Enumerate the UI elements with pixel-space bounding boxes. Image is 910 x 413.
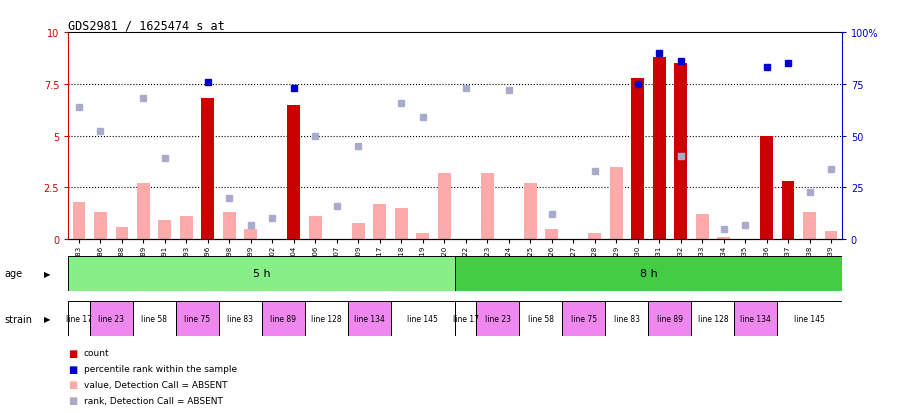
Bar xyxy=(734,301,777,337)
Bar xyxy=(524,184,537,240)
Bar xyxy=(455,256,842,291)
Bar xyxy=(68,301,90,337)
Text: line 89: line 89 xyxy=(270,315,296,323)
Bar xyxy=(480,173,493,240)
Text: line 75: line 75 xyxy=(571,315,597,323)
Bar xyxy=(133,301,176,337)
Bar xyxy=(90,301,133,337)
Text: ■: ■ xyxy=(68,364,77,374)
Bar xyxy=(545,229,558,240)
Text: line 128: line 128 xyxy=(698,315,728,323)
Bar xyxy=(520,301,562,337)
Bar xyxy=(262,301,305,337)
Bar xyxy=(395,209,408,240)
Bar xyxy=(824,231,837,240)
Bar xyxy=(588,233,602,240)
Text: line 83: line 83 xyxy=(614,315,640,323)
Text: ■: ■ xyxy=(68,348,77,358)
Bar xyxy=(223,213,236,240)
Text: line 23: line 23 xyxy=(98,315,125,323)
Text: percentile rank within the sample: percentile rank within the sample xyxy=(84,364,237,373)
Text: line 145: line 145 xyxy=(408,315,439,323)
Bar xyxy=(605,301,648,337)
Bar xyxy=(352,223,365,240)
Text: line 23: line 23 xyxy=(485,315,511,323)
Bar xyxy=(760,136,773,240)
Bar xyxy=(116,227,128,240)
Text: line 17: line 17 xyxy=(453,315,479,323)
Text: line 145: line 145 xyxy=(794,315,825,323)
Text: line 134: line 134 xyxy=(354,315,385,323)
Bar xyxy=(73,202,86,240)
Bar xyxy=(176,301,218,337)
Bar xyxy=(803,213,816,240)
Text: 8 h: 8 h xyxy=(640,268,657,279)
Text: line 58: line 58 xyxy=(528,315,554,323)
Bar xyxy=(695,215,709,240)
Bar xyxy=(94,213,107,240)
Text: rank, Detection Call = ABSENT: rank, Detection Call = ABSENT xyxy=(84,396,223,405)
Bar xyxy=(692,301,734,337)
Text: GDS2981 / 1625474_s_at: GDS2981 / 1625474_s_at xyxy=(68,19,225,32)
Bar xyxy=(390,301,455,337)
Text: age: age xyxy=(5,269,23,279)
Bar xyxy=(416,233,430,240)
Bar xyxy=(68,256,455,291)
Text: line 17: line 17 xyxy=(66,315,92,323)
Text: line 58: line 58 xyxy=(141,315,167,323)
Bar xyxy=(562,301,605,337)
Bar xyxy=(305,301,348,337)
Bar xyxy=(218,301,262,337)
Text: ▶: ▶ xyxy=(44,269,51,278)
Bar xyxy=(373,204,386,240)
Bar xyxy=(308,217,322,240)
Bar xyxy=(777,301,842,337)
Bar xyxy=(648,301,692,337)
Bar xyxy=(652,58,665,240)
Bar xyxy=(288,105,300,240)
Text: ■: ■ xyxy=(68,380,77,389)
Text: strain: strain xyxy=(5,314,33,324)
Bar xyxy=(348,301,390,337)
Bar xyxy=(610,167,622,240)
Bar xyxy=(245,229,258,240)
Text: line 75: line 75 xyxy=(184,315,210,323)
Text: 5 h: 5 h xyxy=(253,268,270,279)
Bar xyxy=(137,184,150,240)
Bar xyxy=(180,217,193,240)
Text: ▶: ▶ xyxy=(44,314,51,323)
Bar xyxy=(782,182,794,240)
Text: line 134: line 134 xyxy=(741,315,772,323)
Text: ■: ■ xyxy=(68,395,77,405)
Bar xyxy=(632,78,644,240)
Text: line 128: line 128 xyxy=(311,315,341,323)
Bar xyxy=(674,64,687,240)
Text: count: count xyxy=(84,349,109,358)
Text: line 83: line 83 xyxy=(228,315,253,323)
Bar xyxy=(477,301,520,337)
Text: value, Detection Call = ABSENT: value, Detection Call = ABSENT xyxy=(84,380,228,389)
Bar xyxy=(438,173,450,240)
Text: line 89: line 89 xyxy=(657,315,682,323)
Bar xyxy=(158,221,171,240)
Bar xyxy=(201,99,215,240)
Bar xyxy=(455,301,477,337)
Bar xyxy=(717,237,730,240)
